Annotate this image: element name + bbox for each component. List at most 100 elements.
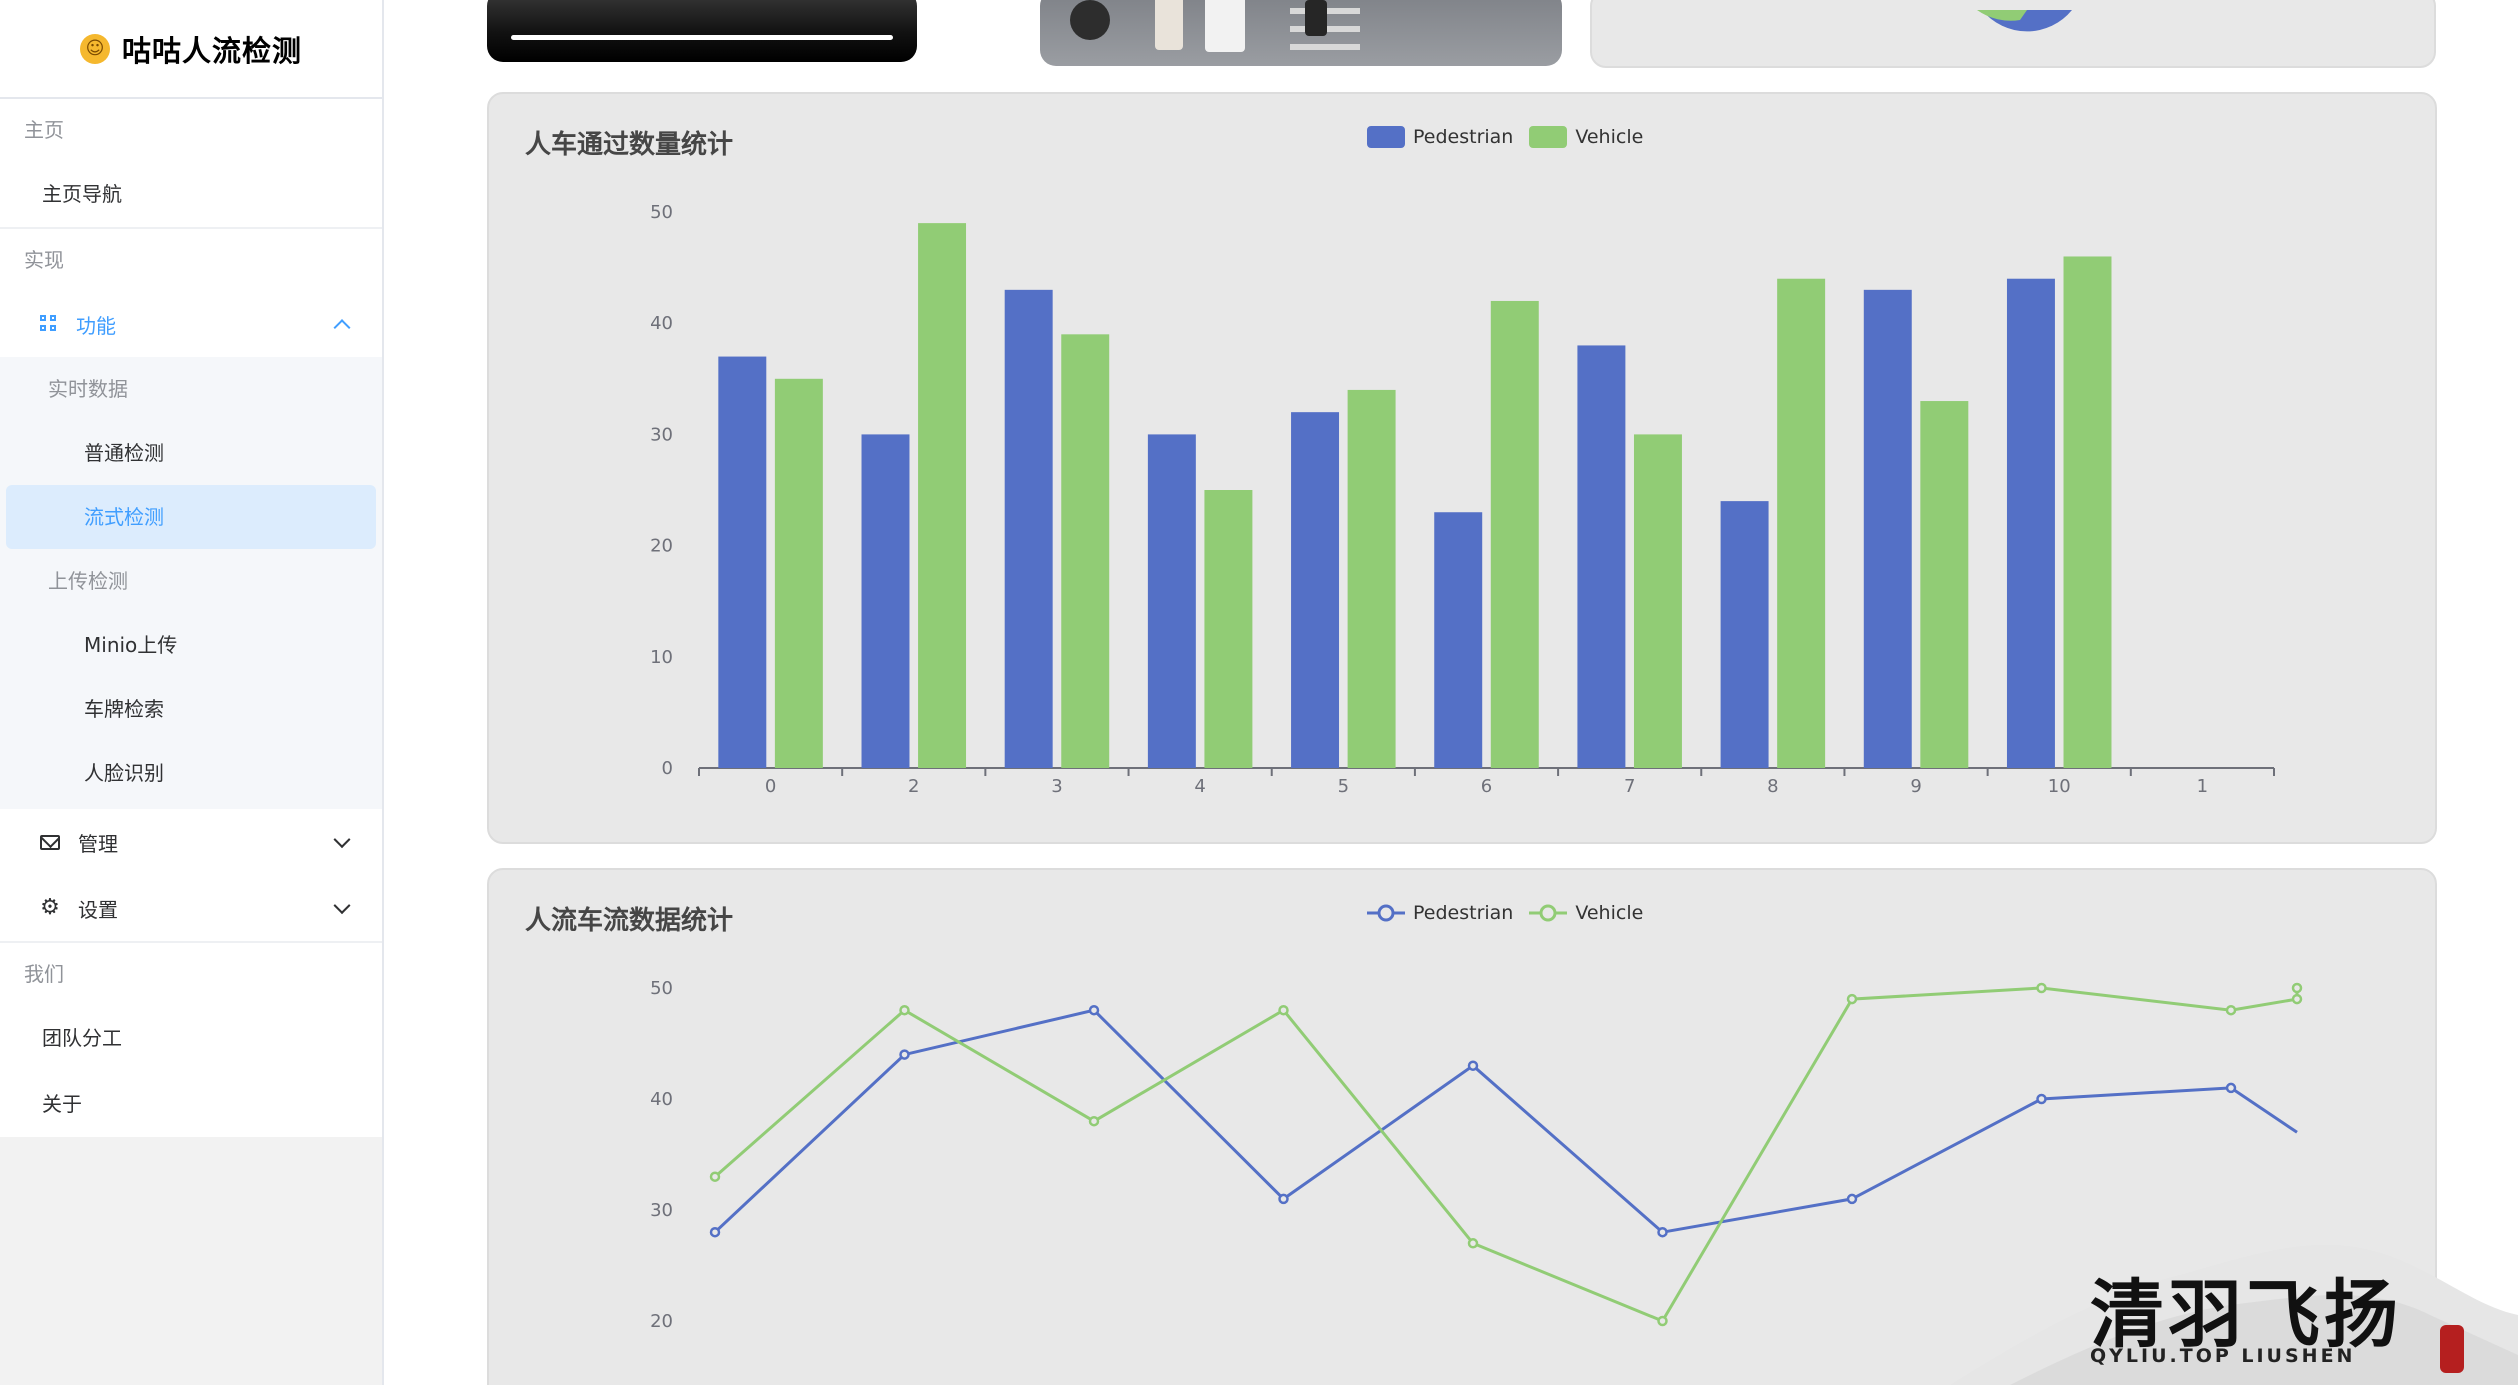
- bar-vehicle: [918, 223, 967, 768]
- y-tick-label: 20: [650, 536, 673, 557]
- video-progress-bar[interactable]: [511, 35, 893, 40]
- point-vehicle: [899, 1004, 910, 1016]
- x-tick-label: 9: [1910, 776, 1921, 797]
- divider: [0, 227, 382, 229]
- point-pedestrian: [2225, 1082, 2237, 1094]
- bar-chart-legend[interactable]: Pedestrian Vehicle: [1367, 126, 1643, 148]
- bar-pedestrian: [1004, 289, 1053, 768]
- menu-item-normal-detect[interactable]: 普通检测: [84, 441, 164, 465]
- menu-group-home: 主页: [0, 99, 382, 161]
- video-player[interactable]: [487, 0, 917, 62]
- x-tick-label: 7: [1624, 776, 1635, 797]
- legend-item-pedestrian[interactable]: Pedestrian: [1367, 126, 1513, 148]
- submenu-settings-label: 设置: [78, 897, 118, 922]
- point-vehicle: [709, 1171, 721, 1182]
- menu-item-stream-detect[interactable]: 流式检测: [6, 485, 376, 549]
- y-tick-label: 0: [662, 758, 673, 779]
- watermark-logo: 清羽飞扬 QYLIU.TOP LIUSHEN: [1950, 1215, 2518, 1385]
- bar-vehicle: [1490, 300, 1539, 768]
- point-pedestrian: [1088, 1004, 1100, 1016]
- bar-vehicle: [2063, 256, 2112, 768]
- pedestrian-figure: [1155, 0, 1183, 50]
- point-pedestrian: [1278, 1193, 1289, 1205]
- scooter-figure: [1305, 0, 1327, 36]
- submenu-group-upload: 上传检测: [48, 569, 128, 593]
- menu-item-minio-upload[interactable]: Minio上传: [84, 633, 178, 657]
- y-tick-label: 50: [650, 202, 673, 223]
- menu-item-face-recognition[interactable]: 人脸识别: [84, 761, 164, 785]
- seal-stamp: [2440, 1325, 2464, 1373]
- x-tick-label: 8: [1767, 776, 1778, 797]
- submenu-feature[interactable]: 功能: [0, 291, 382, 357]
- mail-icon: [40, 834, 60, 850]
- y-tick-label: 30: [650, 1200, 673, 1221]
- legend-line-pedestrian: [1367, 904, 1405, 922]
- bar-pedestrian: [1147, 434, 1196, 768]
- point-vehicle: [2291, 993, 2303, 1005]
- submenu-feature-label: 功能: [76, 313, 116, 338]
- divider: [0, 941, 382, 943]
- legend-swatch-vehicle: [1529, 126, 1568, 148]
- watermark-title: 清羽飞扬: [2090, 1272, 2402, 1358]
- point-vehicle: [1467, 1238, 1479, 1249]
- watermark-subtitle: QYLIU.TOP LIUSHEN: [2090, 1345, 2356, 1367]
- point-vehicle: [2036, 982, 2047, 994]
- legend-item-pedestrian[interactable]: Pedestrian: [1367, 902, 1513, 924]
- bar-vehicle: [1920, 401, 1969, 768]
- x-tick-label: 10: [2048, 776, 2071, 797]
- chevron-up-icon: [333, 319, 351, 337]
- bike-figure: [1070, 0, 1110, 40]
- brand[interactable]: ☺ 咕咕人流检测: [0, 0, 382, 99]
- point-pedestrian: [1846, 1193, 1858, 1205]
- point-vehicle: [2291, 982, 2303, 994]
- legend-item-vehicle[interactable]: Vehicle: [1529, 126, 1643, 148]
- grid-icon: [40, 315, 58, 333]
- submenu-settings[interactable]: ⚙ 设置: [0, 875, 382, 941]
- point-pedestrian: [1657, 1226, 1668, 1238]
- bar-pedestrian: [1863, 289, 1912, 768]
- menu-item-home-nav[interactable]: 主页导航: [0, 161, 382, 227]
- menu-item-about[interactable]: 关于: [0, 1071, 382, 1137]
- bar-pedestrian: [1291, 412, 1340, 768]
- y-tick-label: 40: [650, 313, 673, 334]
- bar-pedestrian: [718, 356, 767, 768]
- legend-label: Vehicle: [1575, 902, 1644, 924]
- legend-line-vehicle: [1529, 904, 1568, 922]
- pedestrian-figure: [1205, 0, 1245, 52]
- point-pedestrian: [709, 1226, 721, 1238]
- menu-item-plate-search[interactable]: 车牌检索: [84, 697, 164, 721]
- pie-slice-vehicle: [1977, 10, 2027, 21]
- x-tick-label: 4: [1194, 776, 1205, 797]
- menu: 主页 主页导航 实现 功能 实时数据 普通检测 流式检测 上传检测 Minio上…: [0, 99, 382, 1137]
- point-pedestrian: [899, 1049, 910, 1060]
- x-tick-label: 1: [2197, 776, 2208, 797]
- submenu-manage-label: 管理: [78, 831, 118, 856]
- menu-group-impl: 实现: [0, 229, 382, 291]
- y-tick-label: 10: [650, 647, 673, 668]
- y-tick-label: 50: [650, 978, 673, 999]
- bar-pedestrian: [1720, 501, 1769, 768]
- legend-item-vehicle[interactable]: Vehicle: [1529, 902, 1643, 924]
- submenu-manage[interactable]: 管理: [0, 809, 382, 875]
- bar-vehicle: [1061, 334, 1110, 768]
- x-tick-label: 0: [765, 776, 776, 797]
- bar-vehicle: [1347, 389, 1396, 768]
- mountain-ink-decoration: [1950, 1244, 2518, 1385]
- chevron-down-icon: [333, 897, 351, 915]
- point-vehicle: [1278, 1004, 1289, 1016]
- menu-item-team[interactable]: 团队分工: [0, 1005, 382, 1071]
- legend-label: Pedestrian: [1413, 902, 1514, 924]
- line-chart-legend[interactable]: Pedestrian Vehicle: [1367, 902, 1643, 924]
- point-vehicle: [1657, 1315, 1668, 1327]
- x-tick-label: 3: [1051, 776, 1062, 797]
- pie-chart-card: [1590, 0, 2436, 68]
- main-content: 人车通过数量统计 Pedestrian Vehicle 0 10 20 30 40 50 0…: [384, 0, 2518, 1385]
- line-chart: 20 30 40 50: [650, 978, 2303, 1332]
- point-pedestrian: [2036, 1093, 2047, 1105]
- x-tick-label: 2: [908, 776, 919, 797]
- bar-pedestrian: [1577, 345, 1626, 768]
- chevron-down-icon: [333, 831, 351, 849]
- pie-chart-fragment: [1977, 10, 2072, 32]
- line-pedestrian: [713, 1008, 2298, 1234]
- bar-pedestrian: [861, 434, 910, 768]
